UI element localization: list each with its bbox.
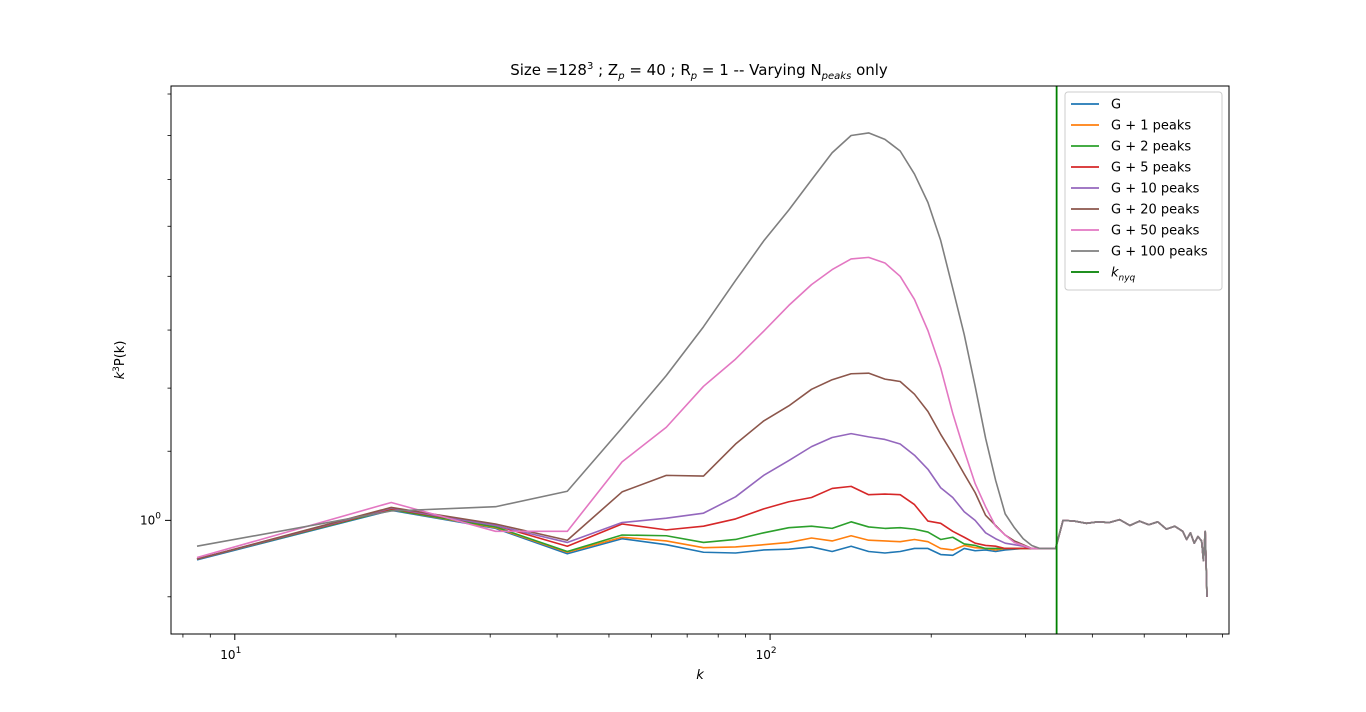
legend-items: G G + 1 peaks G + 2 peaks G + 5 peaks G + 10… <box>1071 98 1208 284</box>
legend-label-4: G + 10 peaks <box>1111 182 1200 197</box>
x-tick-label-1: 102 <box>756 646 777 662</box>
legend-label-0: G <box>1111 98 1121 113</box>
y-tick-label-0: 100 <box>140 511 161 527</box>
plot-frame <box>170 85 1230 635</box>
legend-label-1: G + 1 peaks <box>1111 119 1191 134</box>
chart-title: Size =1283 ; Zp = 40 ; Rp = 1 -- Varying… <box>510 61 888 82</box>
x-axis-label: k <box>696 668 704 683</box>
legend: G G + 1 peaks G + 2 peaks G + 5 peaks G + 10… <box>1064 91 1223 291</box>
legend-label-7: G + 100 peaks <box>1111 245 1208 260</box>
series-line-7 <box>196 132 1208 597</box>
legend-label-6: G + 50 peaks <box>1111 224 1200 239</box>
series-layer <box>196 132 1208 597</box>
x-axis-ticks: 101 102 <box>182 634 1223 662</box>
y-axis-label: k3P(k) <box>112 341 128 380</box>
legend-label-8: knyq <box>1111 266 1136 284</box>
legend-label-5: G + 20 peaks <box>1111 203 1200 218</box>
x-tick-label-0: 101 <box>220 646 241 662</box>
legend-label-3: G + 5 peaks <box>1111 161 1191 176</box>
y-axis-ticks: 100 <box>140 93 171 598</box>
legend-box <box>1064 91 1223 291</box>
legend-label-2: G + 2 peaks <box>1111 140 1191 155</box>
plot-area <box>170 85 1230 635</box>
